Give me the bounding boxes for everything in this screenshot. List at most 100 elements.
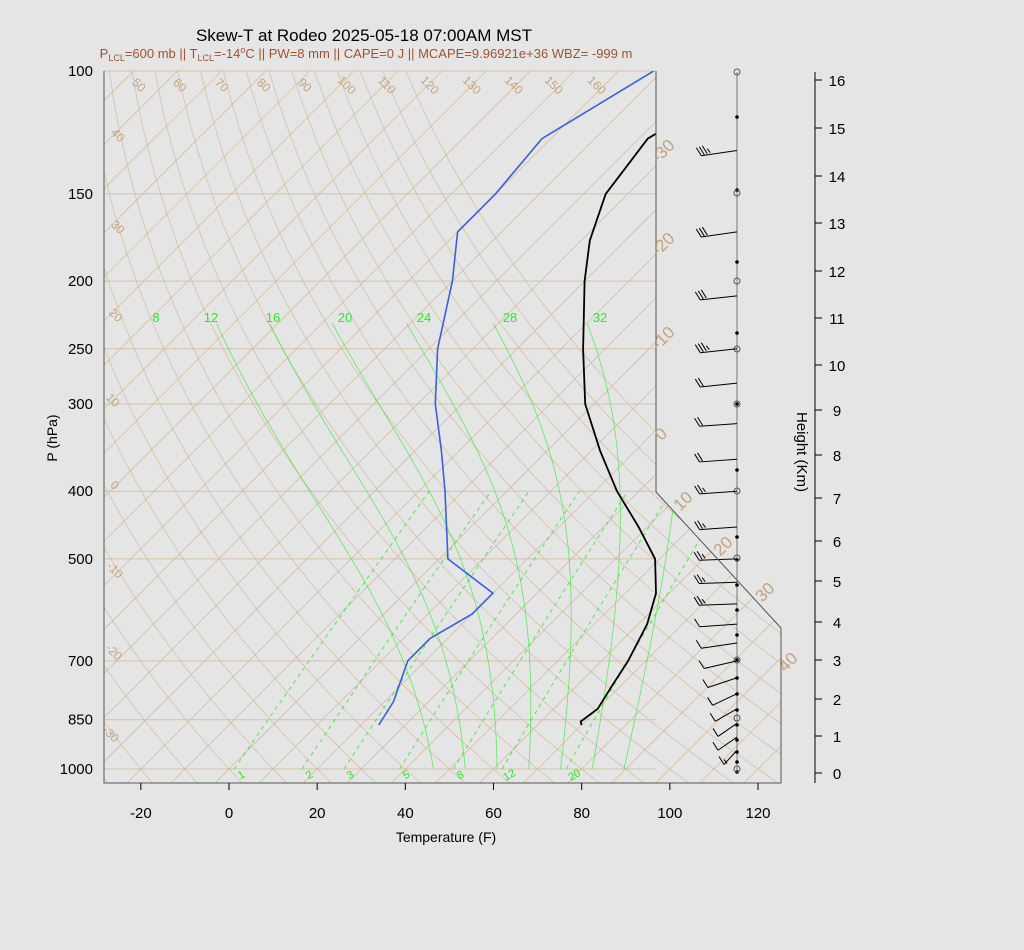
wind-barb-flag (694, 453, 701, 463)
temperature-tick-label: 100 (657, 805, 682, 822)
dry-adiabat (131, 71, 601, 783)
dry-adiabat (222, 71, 780, 783)
height-tick-label: 10 (829, 358, 846, 375)
temperature-line (579, 71, 760, 726)
dry-adiabat-label: 150 (542, 73, 566, 97)
height-axis-title: Height (Km) (793, 412, 810, 492)
temperature-tick-label: 20 (309, 805, 326, 822)
temperature-tick-label: 120 (745, 805, 770, 822)
height-tick-label: 13 (829, 216, 846, 233)
wind-barb-flag (698, 227, 705, 237)
height-tick-label: 1 (833, 729, 841, 746)
grid-lines (104, 70, 1024, 784)
wind-barb-flag (700, 289, 707, 299)
wind-barb-flag (694, 521, 701, 530)
isotherm (346, 71, 781, 783)
isotherm-label: -30 (648, 136, 679, 167)
wind-barb-flag (693, 551, 700, 561)
dry-adiabat (104, 71, 422, 783)
wind-level-circle (733, 714, 741, 722)
wind-barb-shaft (699, 623, 738, 628)
dry-adiabat-label: 50 (129, 75, 149, 95)
clipped-grid (104, 71, 1024, 784)
mixing-ratio-line (343, 490, 530, 770)
isotherm (104, 71, 531, 783)
pressure-tick-label: 300 (68, 396, 93, 413)
wind-barb-flag (698, 146, 705, 155)
mixing-ratio-label: 5 (401, 769, 412, 782)
profiles (378, 71, 760, 726)
moist-adiabat (332, 323, 498, 769)
mixing-ratio-label: 12 (501, 767, 518, 784)
moist-adiabat (406, 323, 532, 770)
x-axis-title: Temperature (F) (396, 829, 496, 845)
wind-level-circle (733, 656, 741, 664)
wind-barb-flag (712, 741, 719, 751)
wind-barb-flag (697, 452, 704, 462)
isotherm (104, 71, 707, 783)
dry-adiabat-label: 90 (295, 75, 315, 95)
wind-barb-shaft (712, 693, 738, 706)
moist-adiabat-label: 28 (503, 310, 517, 325)
wind-barb-shaft (699, 423, 738, 427)
pressure-tick-label: 100 (68, 63, 93, 80)
temperature-tick-label: 40 (397, 805, 414, 822)
wind-barbs (693, 68, 741, 774)
isotherm (104, 71, 443, 783)
wind-barb-half-flag (701, 577, 706, 582)
wind-barb-flag (697, 377, 704, 387)
isotherm (104, 71, 619, 783)
isotherm (390, 71, 781, 783)
wind-barb-flag (696, 550, 703, 560)
dry-adiabat-label: 0 (108, 478, 123, 493)
height-tick-label: 2 (833, 692, 841, 709)
wind-barb-shaft (699, 490, 738, 495)
isotherm-label: -20 (648, 229, 679, 260)
mixing-ratio-label: 2 (304, 769, 315, 782)
mixing-ratio-line (453, 490, 629, 770)
chart-subtitle: PLCL=600 mb || TLCL=-14oC || PW=8 mm || … (100, 45, 633, 63)
dry-adiabat-label: 80 (254, 75, 274, 95)
pressure-tick-label: 850 (68, 712, 93, 729)
dry-adiabat-label: 110 (375, 73, 399, 97)
pressure-tick-label: 400 (68, 483, 93, 500)
wind-barb-shaft (700, 348, 738, 354)
wind-barb-half-flag (702, 523, 706, 528)
moist-adiabat-label: 8 (152, 310, 159, 325)
wind-barb-flag (698, 660, 705, 669)
wind-barb-shaft (700, 382, 738, 388)
wind-level-circle (733, 765, 741, 773)
wind-barb-flag (695, 228, 702, 238)
dry-adiabat (104, 71, 288, 783)
height-tick-label: 6 (833, 534, 841, 551)
moist-adiabat-label: 20 (338, 310, 352, 325)
height-tick-label: 15 (829, 121, 846, 138)
pressure-tick-label: 150 (68, 186, 93, 203)
wind-dot (735, 260, 739, 264)
isotherm-label: 0 (651, 424, 671, 444)
wind-barb-flag (693, 575, 700, 584)
height-tick-label: 14 (829, 169, 846, 186)
height-tick-label: 3 (833, 653, 841, 670)
pressure-tick-label: 700 (68, 653, 93, 670)
isotherm (104, 71, 487, 783)
wind-barb-flag (709, 713, 716, 722)
wind-dot (735, 402, 739, 406)
dry-adiabat-label: 160 (585, 73, 609, 97)
wind-barb-half-flag (705, 345, 710, 350)
isotherm (213, 71, 781, 783)
isotherm (831, 71, 1024, 784)
dewpoint-line (378, 71, 655, 726)
y-axis-title: P (hPa) (44, 414, 60, 461)
isotherm (522, 71, 781, 783)
isotherm (104, 71, 751, 783)
dry-adiabat (154, 71, 646, 783)
isotherm (104, 71, 399, 783)
isotherm (787, 71, 1024, 784)
wind-barb-shaft (700, 295, 738, 301)
isotherm-label: 30 (752, 579, 779, 606)
height-tick-label: 4 (833, 615, 841, 632)
dry-adiabat (104, 71, 199, 783)
wind-barb-half-flag (702, 487, 706, 493)
